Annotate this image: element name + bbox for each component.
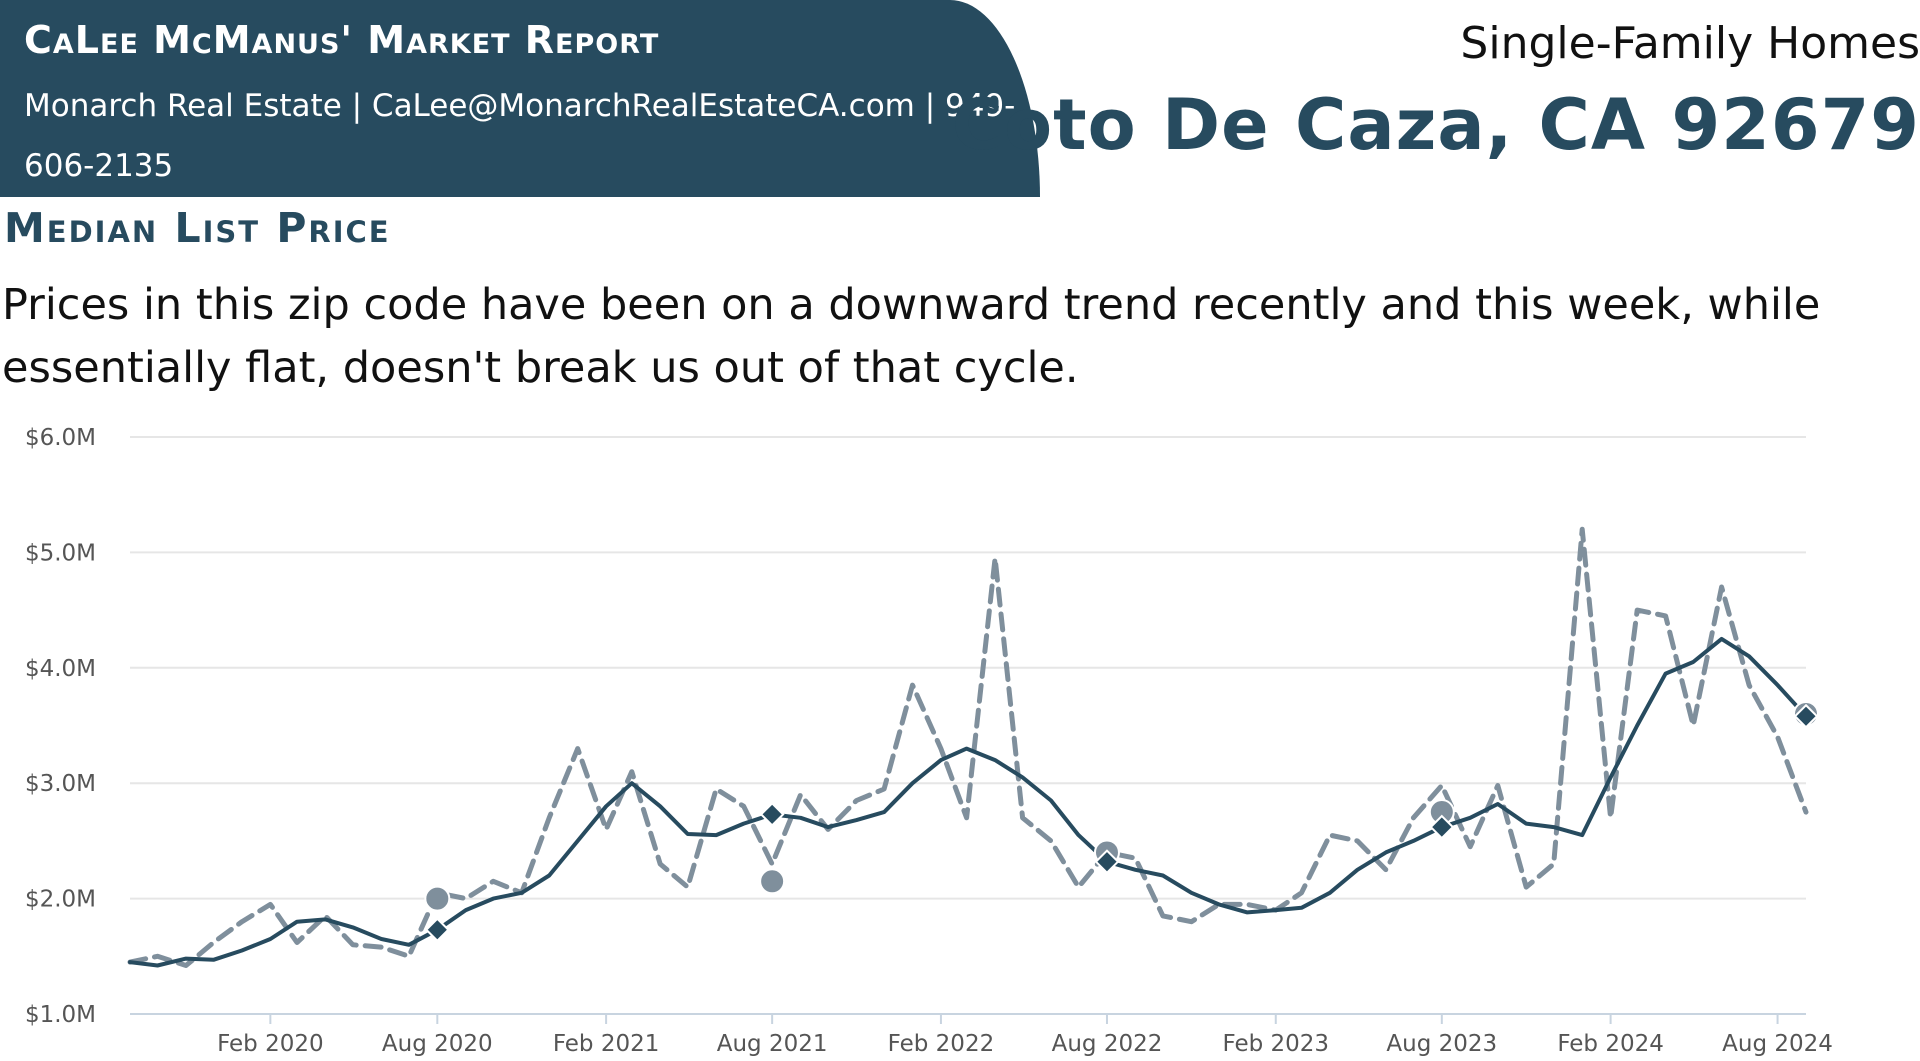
y-tick-label: $3.0M [25, 771, 96, 797]
section-title: Median List Price [4, 204, 391, 252]
x-tick-label: Feb 2024 [1557, 1031, 1664, 1057]
diamond-marker [1094, 849, 1120, 875]
report-title: CaLee McManus' Market Report [24, 18, 660, 62]
y-tick-label: $1.0M [25, 1002, 96, 1028]
x-tick-label: Feb 2021 [553, 1031, 660, 1057]
commentary-text: Prices in this zip code have been on a d… [2, 280, 1821, 393]
y-tick-label: $4.0M [25, 656, 96, 682]
diamond-marker [759, 801, 785, 827]
x-tick-label: Feb 2023 [1222, 1031, 1329, 1057]
diamond-marker [1429, 814, 1455, 840]
report-banner: CaLee McManus' Market Report Monarch Rea… [0, 0, 1040, 197]
y-tick-label: $2.0M [25, 887, 96, 913]
x-tick-label: Aug 2023 [1386, 1031, 1497, 1057]
diamond-marker [1793, 703, 1819, 729]
x-tick-label: Feb 2020 [217, 1031, 324, 1057]
median-list-price-chart: $1.0M $2.0M $3.0M $4.0M $5.0M $6.0M Feb 2020 Au… [25, 425, 1833, 1057]
x-tick-label: Aug 2022 [1052, 1031, 1163, 1057]
y-tick-label: $5.0M [25, 540, 96, 566]
contact-line: Monarch Real Estate | CaLee@MonarchRealE… [24, 88, 1016, 184]
location-title: Coto De Caza, CA 92679 [951, 84, 1920, 166]
x-tick-label: Aug 2024 [1722, 1031, 1833, 1057]
diamond-marker [424, 917, 450, 943]
circle-marker [424, 885, 451, 912]
x-tick-label: Aug 2020 [382, 1031, 493, 1057]
weekly-series-line [127, 526, 1809, 968]
property-type: Single-Family Homes [1460, 18, 1920, 69]
y-tick-label: $6.0M [25, 425, 96, 451]
x-tick-label: Aug 2021 [717, 1031, 828, 1057]
circle-marker [759, 868, 786, 895]
x-tick-label: Feb 2022 [888, 1031, 995, 1057]
trend-series-line [128, 636, 1808, 968]
